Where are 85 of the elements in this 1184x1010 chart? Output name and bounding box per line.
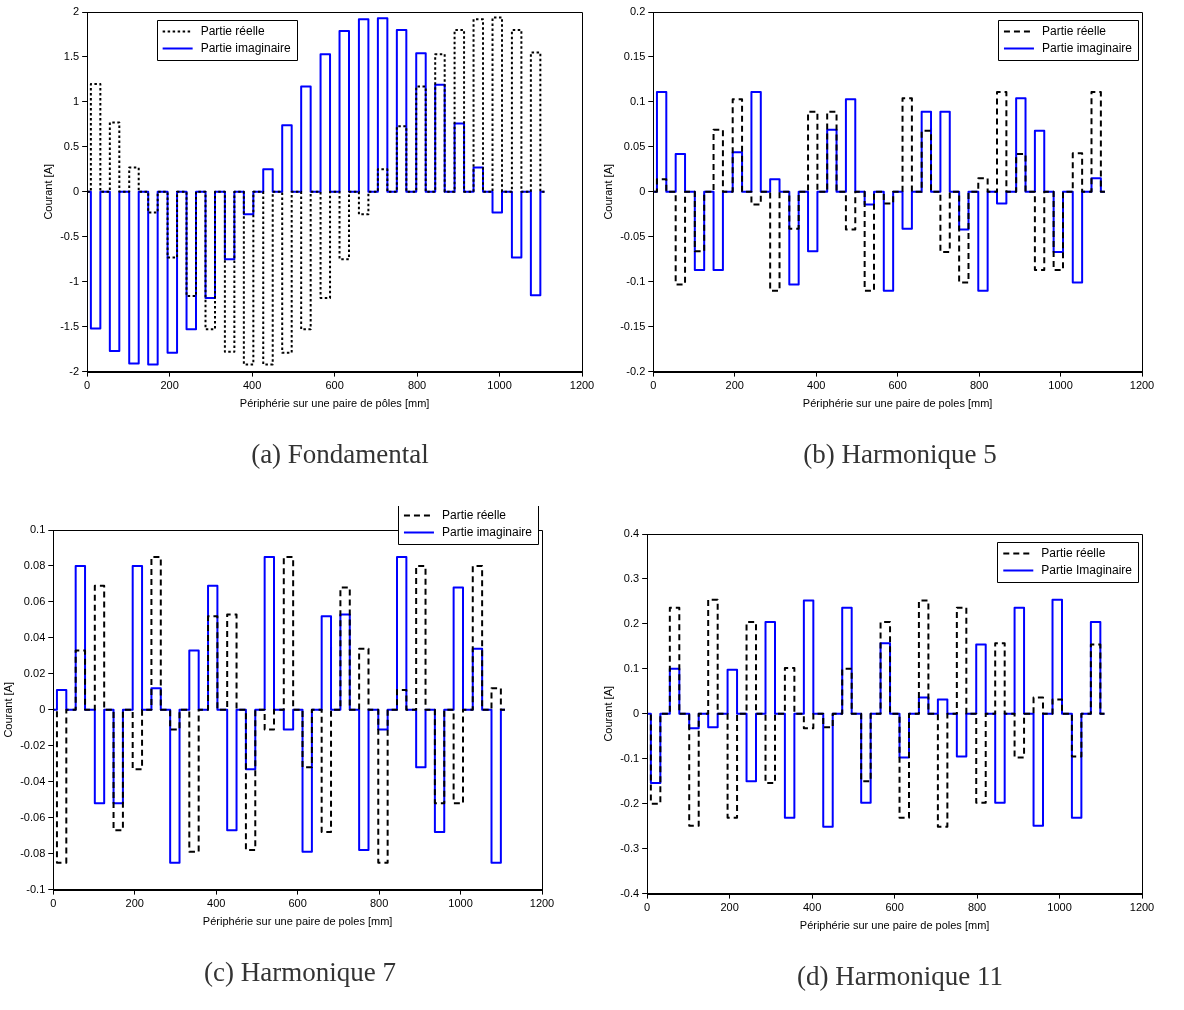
- y-tick-label: -2: [69, 364, 80, 377]
- y-tick-label: 0: [633, 706, 640, 719]
- x-tick-label: 200: [160, 379, 179, 392]
- y-tick-label: -0.3: [620, 841, 640, 854]
- x-tick-label: 800: [969, 379, 989, 392]
- y-tick-label: 2: [73, 5, 80, 18]
- y-tick-label: -0.08: [20, 846, 46, 859]
- text: (d) Harmonique 11: [796, 961, 1004, 992]
- y-tick-label: 0.1: [29, 523, 46, 536]
- y-tick-label: -0.2: [620, 796, 640, 809]
- y-tick-label: -0.2: [626, 364, 646, 377]
- legend-label: Partie Imaginaire: [1041, 562, 1133, 577]
- x-axis-title: Périphérie sur une paire de poles [mm]: [799, 919, 990, 932]
- x-tick-label: 200: [125, 897, 144, 910]
- text: (b) Harmonique 5: [802, 439, 998, 470]
- x-tick-label: 1000: [448, 897, 473, 910]
- legend-label: Partie réelle: [1041, 545, 1106, 560]
- x-tick-label: 1200: [569, 379, 595, 392]
- y-axis-title: Courant [A]: [601, 685, 614, 742]
- x-tick-label: 400: [807, 379, 826, 392]
- y-tick-label: 0: [39, 702, 46, 715]
- x-axis-title: Périphérie sur une paire de poles [mm]: [202, 915, 393, 928]
- text: (a) Fondamental: [250, 439, 430, 470]
- y-tick-label: -0.4: [620, 886, 640, 899]
- y-tick-label: -0.5: [60, 229, 80, 242]
- x-tick-label: 600: [888, 379, 907, 392]
- y-axis-title: Courant [A]: [601, 163, 614, 220]
- y-tick-label: 0.4: [623, 527, 640, 540]
- y-tick-label: 0.1: [629, 94, 646, 107]
- x-tick-label: 400: [802, 901, 822, 914]
- y-tick-label: 1: [73, 94, 80, 107]
- y-tick-label: 0.2: [629, 5, 646, 18]
- x-tick-label: 400: [242, 379, 262, 392]
- y-axis-title: Courant [A]: [41, 163, 54, 220]
- y-tick-label: 0.06: [23, 594, 46, 607]
- y-tick-label: -1: [69, 274, 80, 287]
- y-tick-label: -0.02: [20, 738, 46, 751]
- y-tick-label: -0.15: [620, 319, 646, 332]
- legend-label: Partie réelle: [441, 507, 507, 522]
- y-tick-label: 0: [73, 184, 80, 197]
- legend-label: Partie réelle: [1041, 23, 1107, 38]
- x-tick-label: 800: [407, 379, 427, 392]
- x-axis-title: Périphérie sur une paire de poles [mm]: [802, 397, 993, 410]
- legend-label: Partie réelle: [200, 23, 265, 38]
- y-tick-label: -1.5: [60, 319, 80, 332]
- y-tick-label: 0.04: [23, 630, 46, 643]
- x-tick-label: 0: [50, 897, 57, 910]
- y-tick-label: -0.1: [26, 882, 46, 895]
- y-tick-label: 0.05: [623, 139, 646, 152]
- y-tick-label: 0.08: [23, 558, 46, 571]
- y-tick-label: -0.05: [620, 229, 646, 242]
- y-tick-label: -0.06: [20, 810, 46, 823]
- x-tick-label: 800: [369, 897, 389, 910]
- x-tick-label: 200: [725, 379, 744, 392]
- y-tick-label: 0.2: [623, 616, 640, 629]
- x-tick-label: 400: [207, 897, 226, 910]
- legend-label: Partie imaginaire: [200, 40, 292, 55]
- x-tick-label: 200: [720, 901, 739, 914]
- x-tick-label: 600: [325, 379, 344, 392]
- y-tick-label: -0.1: [620, 751, 640, 764]
- y-tick-label: 0: [639, 184, 646, 197]
- x-tick-label: 800: [967, 901, 987, 914]
- y-tick-label: 0.02: [23, 666, 46, 679]
- x-tick-label: 0: [650, 379, 657, 392]
- y-tick-label: 0.15: [623, 49, 646, 62]
- x-tick-label: 0: [84, 379, 91, 392]
- legend-label: Partie imaginaire: [1041, 40, 1133, 55]
- text: (c) Harmonique 7: [203, 957, 397, 988]
- x-tick-label: 1000: [1048, 379, 1073, 392]
- x-tick-label: 600: [885, 901, 904, 914]
- legend-label: Partie imaginaire: [441, 524, 533, 539]
- y-tick-label: 0.1: [623, 661, 640, 674]
- y-tick-label: 1.5: [63, 49, 80, 62]
- x-tick-label: 1200: [1129, 901, 1155, 914]
- x-tick-label: 1000: [1047, 901, 1072, 914]
- y-tick-label: 0.5: [63, 139, 80, 152]
- y-tick-label: 0.3: [623, 571, 640, 584]
- x-axis-title: Périphérie sur une paire de pôles [mm]: [239, 397, 430, 410]
- y-tick-label: -0.04: [20, 774, 46, 787]
- y-axis-title: Courant [A]: [1, 681, 14, 738]
- x-tick-label: 600: [288, 897, 307, 910]
- y-tick-label: -0.1: [626, 274, 646, 287]
- x-tick-label: 1000: [487, 379, 512, 392]
- x-tick-label: 1200: [529, 897, 555, 910]
- x-tick-label: 1200: [1129, 379, 1155, 392]
